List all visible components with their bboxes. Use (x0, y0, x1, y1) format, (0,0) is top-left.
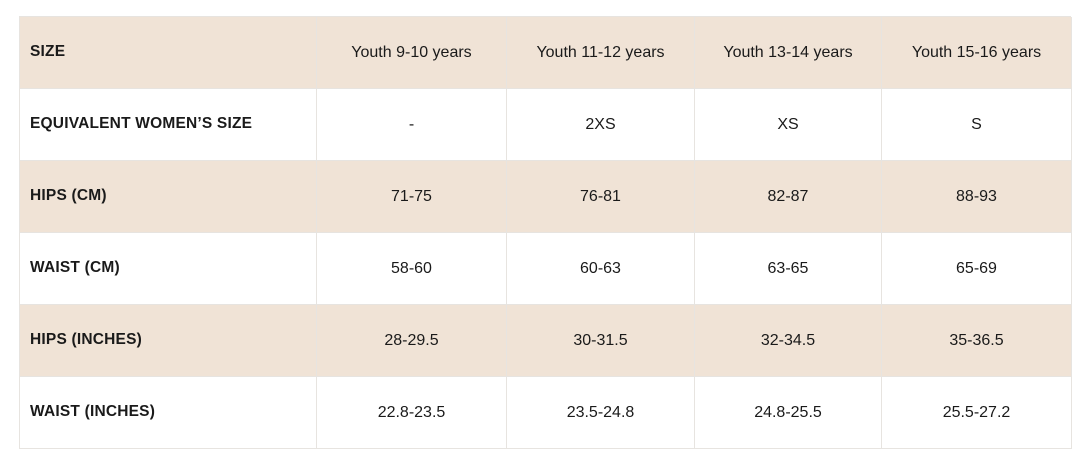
value-cell: - (317, 89, 507, 161)
header-cell-col4: Youth 15-16 years (882, 17, 1072, 89)
header-cell-col3: Youth 13-14 years (695, 17, 882, 89)
value-cell: 32-34.5 (695, 305, 882, 377)
value-cell: 60-63 (507, 233, 695, 305)
value-cell: S (882, 89, 1072, 161)
value-cell: 23.5-24.8 (507, 377, 695, 449)
value-cell: 71-75 (317, 161, 507, 233)
header-cell-col1: Youth 9-10 years (317, 17, 507, 89)
value-cell: 76-81 (507, 161, 695, 233)
value-cell: 22.8-23.5 (317, 377, 507, 449)
value-cell: 35-36.5 (882, 305, 1072, 377)
value-cell: 65-69 (882, 233, 1072, 305)
header-cell-size: SIZE (20, 17, 317, 89)
value-cell: 25.5-27.2 (882, 377, 1072, 449)
row-label-cell: WAIST (INCHES) (20, 377, 317, 449)
value-cell: 30-31.5 (507, 305, 695, 377)
value-cell: 82-87 (695, 161, 882, 233)
row-label-cell: EQUIVALENT WOMEN’S SIZE (20, 89, 317, 161)
size-chart-table: SIZE Youth 9-10 years Youth 11-12 years You… (19, 16, 1072, 449)
value-cell: 63-65 (695, 233, 882, 305)
value-cell: 24.8-25.5 (695, 377, 882, 449)
value-cell: XS (695, 89, 882, 161)
size-chart-grid: SIZE Youth 9-10 years Youth 11-12 years You… (19, 16, 1072, 449)
value-cell: 28-29.5 (317, 305, 507, 377)
value-cell: 2XS (507, 89, 695, 161)
header-cell-col2: Youth 11-12 years (507, 17, 695, 89)
row-label-cell: HIPS (INCHES) (20, 305, 317, 377)
row-label-cell: HIPS (CM) (20, 161, 317, 233)
row-label-cell: WAIST (CM) (20, 233, 317, 305)
value-cell: 88-93 (882, 161, 1072, 233)
value-cell: 58-60 (317, 233, 507, 305)
